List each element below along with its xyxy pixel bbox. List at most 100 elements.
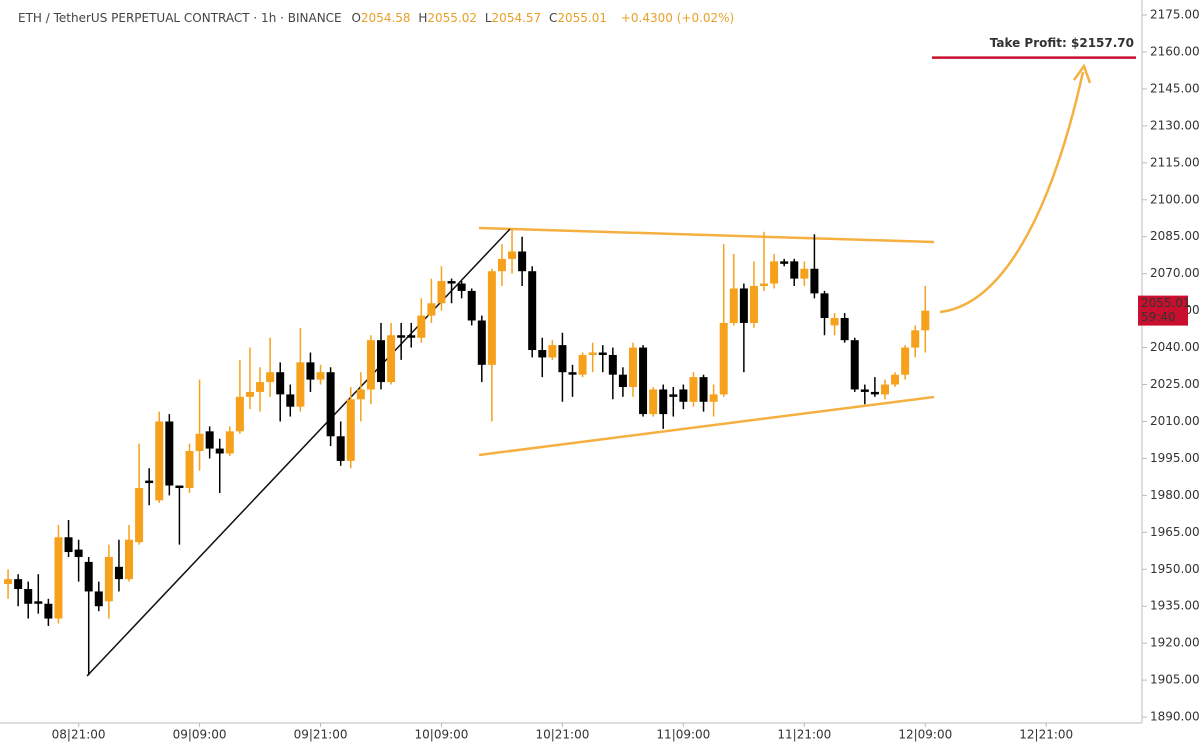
candle-body (618, 374, 627, 387)
candle-body (84, 561, 93, 592)
candle-body (739, 288, 748, 323)
candle-body (14, 579, 23, 589)
candle-body (608, 354, 617, 375)
candle-body (34, 601, 43, 604)
candle-body (659, 389, 668, 415)
candle-body (407, 335, 416, 338)
candle-body (870, 391, 879, 395)
candle-body (508, 251, 517, 259)
candle-body (346, 399, 355, 461)
y-tick-label: 1905.00 (1150, 673, 1200, 687)
candle-body (669, 394, 678, 397)
low-label: L (485, 11, 492, 25)
candle-body (891, 374, 900, 385)
candle-body (860, 389, 869, 392)
candle-body (94, 591, 103, 607)
candle-body (719, 322, 728, 395)
candle-body (437, 281, 446, 304)
candle-body (810, 268, 819, 294)
candle-body (578, 354, 587, 375)
candle-body (306, 362, 315, 380)
candle-body (417, 315, 426, 338)
candle-body (780, 261, 789, 264)
candle-body (356, 389, 365, 400)
x-tick-label: 10|21:00 (535, 728, 589, 742)
high-value: 2055.02 (427, 11, 477, 25)
candle-body (155, 421, 164, 501)
candle-body (296, 362, 305, 407)
candle-body (44, 603, 53, 619)
candle-body (104, 556, 113, 602)
triangle-lower (478, 395, 935, 457)
candle-body (54, 537, 63, 619)
candle-body (487, 271, 496, 365)
arrow-head (1072, 63, 1092, 84)
y-tick-label: 1935.00 (1150, 599, 1200, 613)
x-tick-label: 12|21:00 (1019, 728, 1073, 742)
candle-body (770, 261, 779, 284)
candle-body (256, 382, 265, 392)
candle-body (538, 350, 547, 358)
x-tick-label: 09|21:00 (294, 728, 348, 742)
y-tick-label: 1980.00 (1150, 488, 1200, 502)
candle-body (699, 377, 708, 402)
candle-body (145, 480, 154, 484)
candle-body (175, 485, 184, 488)
high-label: H (418, 11, 427, 25)
candle-body (4, 579, 13, 585)
candle-body (649, 389, 658, 415)
candle-body (215, 448, 224, 454)
candle-body (518, 251, 527, 272)
y-tick-label: 2070.00 (1150, 266, 1200, 280)
candle-body (820, 293, 829, 319)
candle-body (790, 261, 799, 279)
y-tick-label: 2145.00 (1150, 81, 1200, 95)
symbol: ETH / TetherUS PERPETUAL CONTRACT · 1h ·… (18, 11, 342, 25)
candle-body (24, 588, 33, 604)
candle-body (628, 347, 637, 387)
x-tick-label: 08|21:00 (52, 728, 106, 742)
candle-body (266, 372, 275, 383)
y-tick-label: 1950.00 (1150, 562, 1200, 576)
candle-body (74, 549, 83, 557)
candle-body (114, 566, 123, 580)
candle-body (326, 372, 335, 437)
candle-body (911, 330, 920, 348)
legend: ETH / TetherUS PERPETUAL CONTRACT · 1h ·… (18, 11, 734, 25)
candle-body (880, 384, 889, 395)
y-tick-label: 1920.00 (1150, 636, 1200, 650)
x-tick-label: 11|09:00 (656, 728, 710, 742)
candle-body (427, 303, 436, 316)
candle-body (477, 320, 486, 365)
candle-body (135, 487, 144, 543)
candle-body (276, 372, 285, 395)
candle-body (558, 345, 567, 373)
price-tag-label: 2055.01 (1141, 296, 1191, 310)
candle-body (729, 288, 738, 323)
y-tick-label: 2025.00 (1150, 377, 1200, 391)
candle-body (588, 352, 597, 355)
trend-line (86, 228, 511, 677)
projection-arrow (939, 71, 1085, 314)
candle-body (760, 283, 769, 286)
candle-body (467, 290, 476, 321)
y-tick-label: 2160.00 (1150, 44, 1200, 58)
low-value: 2054.57 (492, 11, 542, 25)
x-tick-label: 10|09:00 (415, 728, 469, 742)
candle-body (850, 340, 859, 390)
candle-body (598, 352, 607, 355)
change: +0.4300 (+0.02%) (621, 11, 734, 25)
candle-body (125, 539, 134, 580)
candle-body (316, 372, 325, 380)
triangle-upper (478, 226, 935, 244)
candle-body (830, 318, 839, 326)
y-tick-label: 1890.00 (1150, 710, 1200, 724)
candle-body (366, 340, 375, 390)
take-profit-label: Take Profit: $2157.70 (990, 36, 1134, 50)
candle-body (235, 396, 244, 432)
candle-body (165, 421, 174, 486)
candle-body (679, 389, 688, 402)
drawings (86, 63, 1092, 677)
candle-body (64, 537, 73, 553)
